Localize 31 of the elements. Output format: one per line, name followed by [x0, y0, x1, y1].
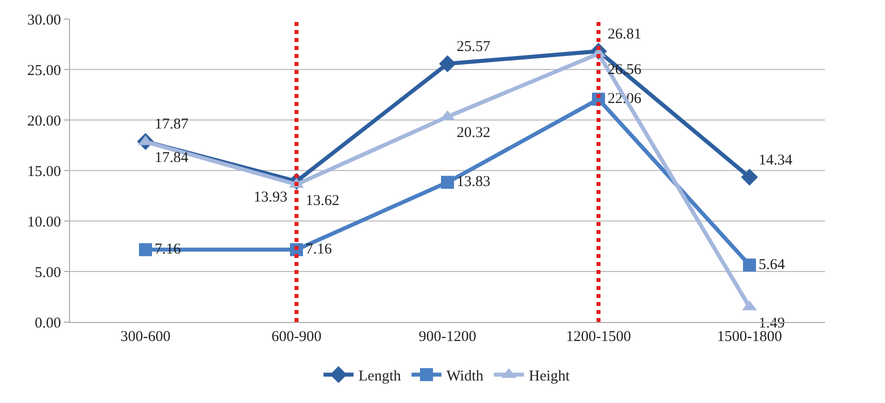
y-tick-label: 25.00	[27, 62, 61, 79]
x-tick-label: 300-600	[120, 329, 170, 345]
data-label: 17.87	[154, 116, 189, 133]
data-label: 13.93	[254, 190, 288, 206]
point	[439, 55, 456, 72]
y-tick-label: 15.00	[27, 164, 61, 180]
y-tick-label: 5.00	[34, 264, 61, 281]
data-label: 25.57	[456, 38, 491, 55]
y-tick-label: 30.00	[27, 12, 61, 28]
data-label: 13.62	[306, 192, 340, 209]
y-tick-label: 0.00	[34, 315, 61, 332]
x-tick-label: 900-1200	[418, 329, 476, 345]
point	[441, 176, 454, 189]
legend-label: Width	[446, 368, 484, 384]
x-tick-label: 600-900	[272, 329, 322, 345]
data-label: 5.64	[758, 256, 786, 273]
data-label: 14.34	[758, 152, 793, 168]
legend-label: Length	[358, 368, 402, 384]
point	[743, 258, 756, 272]
data-label: 17.84	[154, 150, 189, 166]
data-label: 20.32	[456, 125, 490, 142]
y-tick-label: 10.00	[27, 214, 61, 230]
data-label: 26.81	[608, 26, 642, 42]
data-label: 13.83	[456, 174, 490, 190]
x-tick-label: 1500-1800	[717, 329, 782, 345]
point	[139, 243, 152, 256]
x-tick-label: 1200-1500	[566, 329, 631, 345]
data-label: 7.16	[306, 241, 332, 258]
legend-label: Height	[528, 368, 571, 384]
y-tick-label: 20.00	[27, 113, 61, 130]
point	[741, 168, 758, 186]
